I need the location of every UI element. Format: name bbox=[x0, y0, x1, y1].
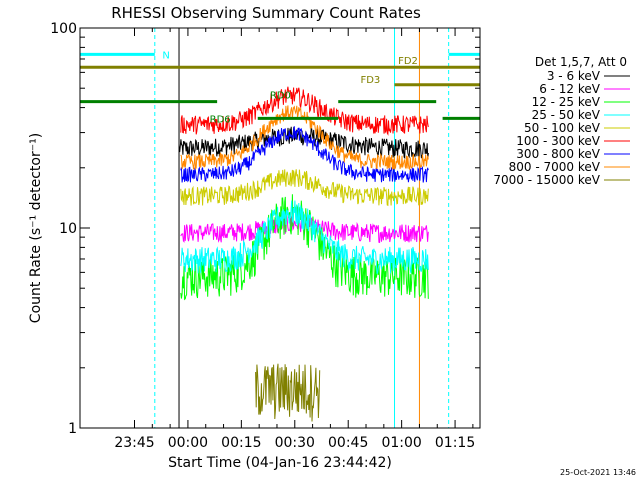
legend-label-4: 50 - 100 keV bbox=[524, 121, 601, 135]
legend-label-5: 100 - 300 keV bbox=[516, 134, 600, 148]
axes-group: 23:45 00:00 00:15 00:30 00:45 01:00 01:15 1 10 10… bbox=[50, 21, 480, 451]
y-tick-label-0: 1 bbox=[68, 421, 77, 437]
footer-timestamp: 25-Oct-2021 13:46 bbox=[560, 468, 636, 477]
legend-label-6: 300 - 800 keV bbox=[516, 147, 600, 161]
legend-title: Det 1,5,7, Att 0 bbox=[535, 55, 627, 69]
data-series-group bbox=[178, 86, 429, 422]
flag-label-rd0: RD0 bbox=[270, 91, 291, 102]
x-tick-label-3: 00:30 bbox=[275, 435, 315, 451]
flag-bars-group: N FD2 FD3 RD0 RD6 bbox=[80, 50, 480, 125]
series-line-5 bbox=[180, 86, 429, 136]
x-tick-label-6: 01:15 bbox=[435, 435, 475, 451]
time-marker-lines bbox=[154, 28, 450, 428]
y-tick-label-2: 100 bbox=[50, 21, 77, 37]
series-line-0 bbox=[178, 126, 429, 160]
legend-label-3: 25 - 50 keV bbox=[532, 108, 601, 122]
legend-label-7: 800 - 7000 keV bbox=[509, 160, 601, 174]
x-tick-label-4: 00:45 bbox=[328, 435, 368, 451]
y-axis-label: Count Rate (s⁻¹ detector⁻¹) bbox=[28, 133, 44, 323]
series-line-6 bbox=[180, 126, 429, 183]
series-line-2 bbox=[180, 194, 429, 301]
x-tick-label-0: 23:45 bbox=[114, 435, 154, 451]
legend-label-8: 7000 - 15000 keV bbox=[493, 173, 600, 187]
flag-label-fd2: FD2 bbox=[398, 56, 418, 67]
chart-title: RHESSI Observing Summary Count Rates bbox=[111, 4, 421, 22]
y-tick-label-1: 10 bbox=[59, 221, 77, 237]
legend-label-2: 12 - 25 keV bbox=[532, 95, 601, 109]
series-line-3 bbox=[180, 200, 429, 275]
series-line-8 bbox=[255, 363, 321, 422]
x-tick-label-1: 00:00 bbox=[168, 435, 208, 451]
series-line-4 bbox=[180, 169, 429, 207]
legend-label-0: 3 - 6 keV bbox=[547, 69, 601, 83]
x-tick-label-2: 00:15 bbox=[221, 435, 261, 451]
flag-label-rd6: RD6 bbox=[210, 114, 231, 125]
series-line-7 bbox=[180, 105, 429, 171]
flag-label-n: N bbox=[162, 50, 169, 61]
x-axis-label: Start Time (04-Jan-16 23:44:42) bbox=[168, 455, 392, 471]
x-tick-label-5: 01:00 bbox=[381, 435, 421, 451]
legend-label-1: 6 - 12 keV bbox=[539, 82, 601, 96]
flag-label-fd3: FD3 bbox=[360, 75, 380, 86]
